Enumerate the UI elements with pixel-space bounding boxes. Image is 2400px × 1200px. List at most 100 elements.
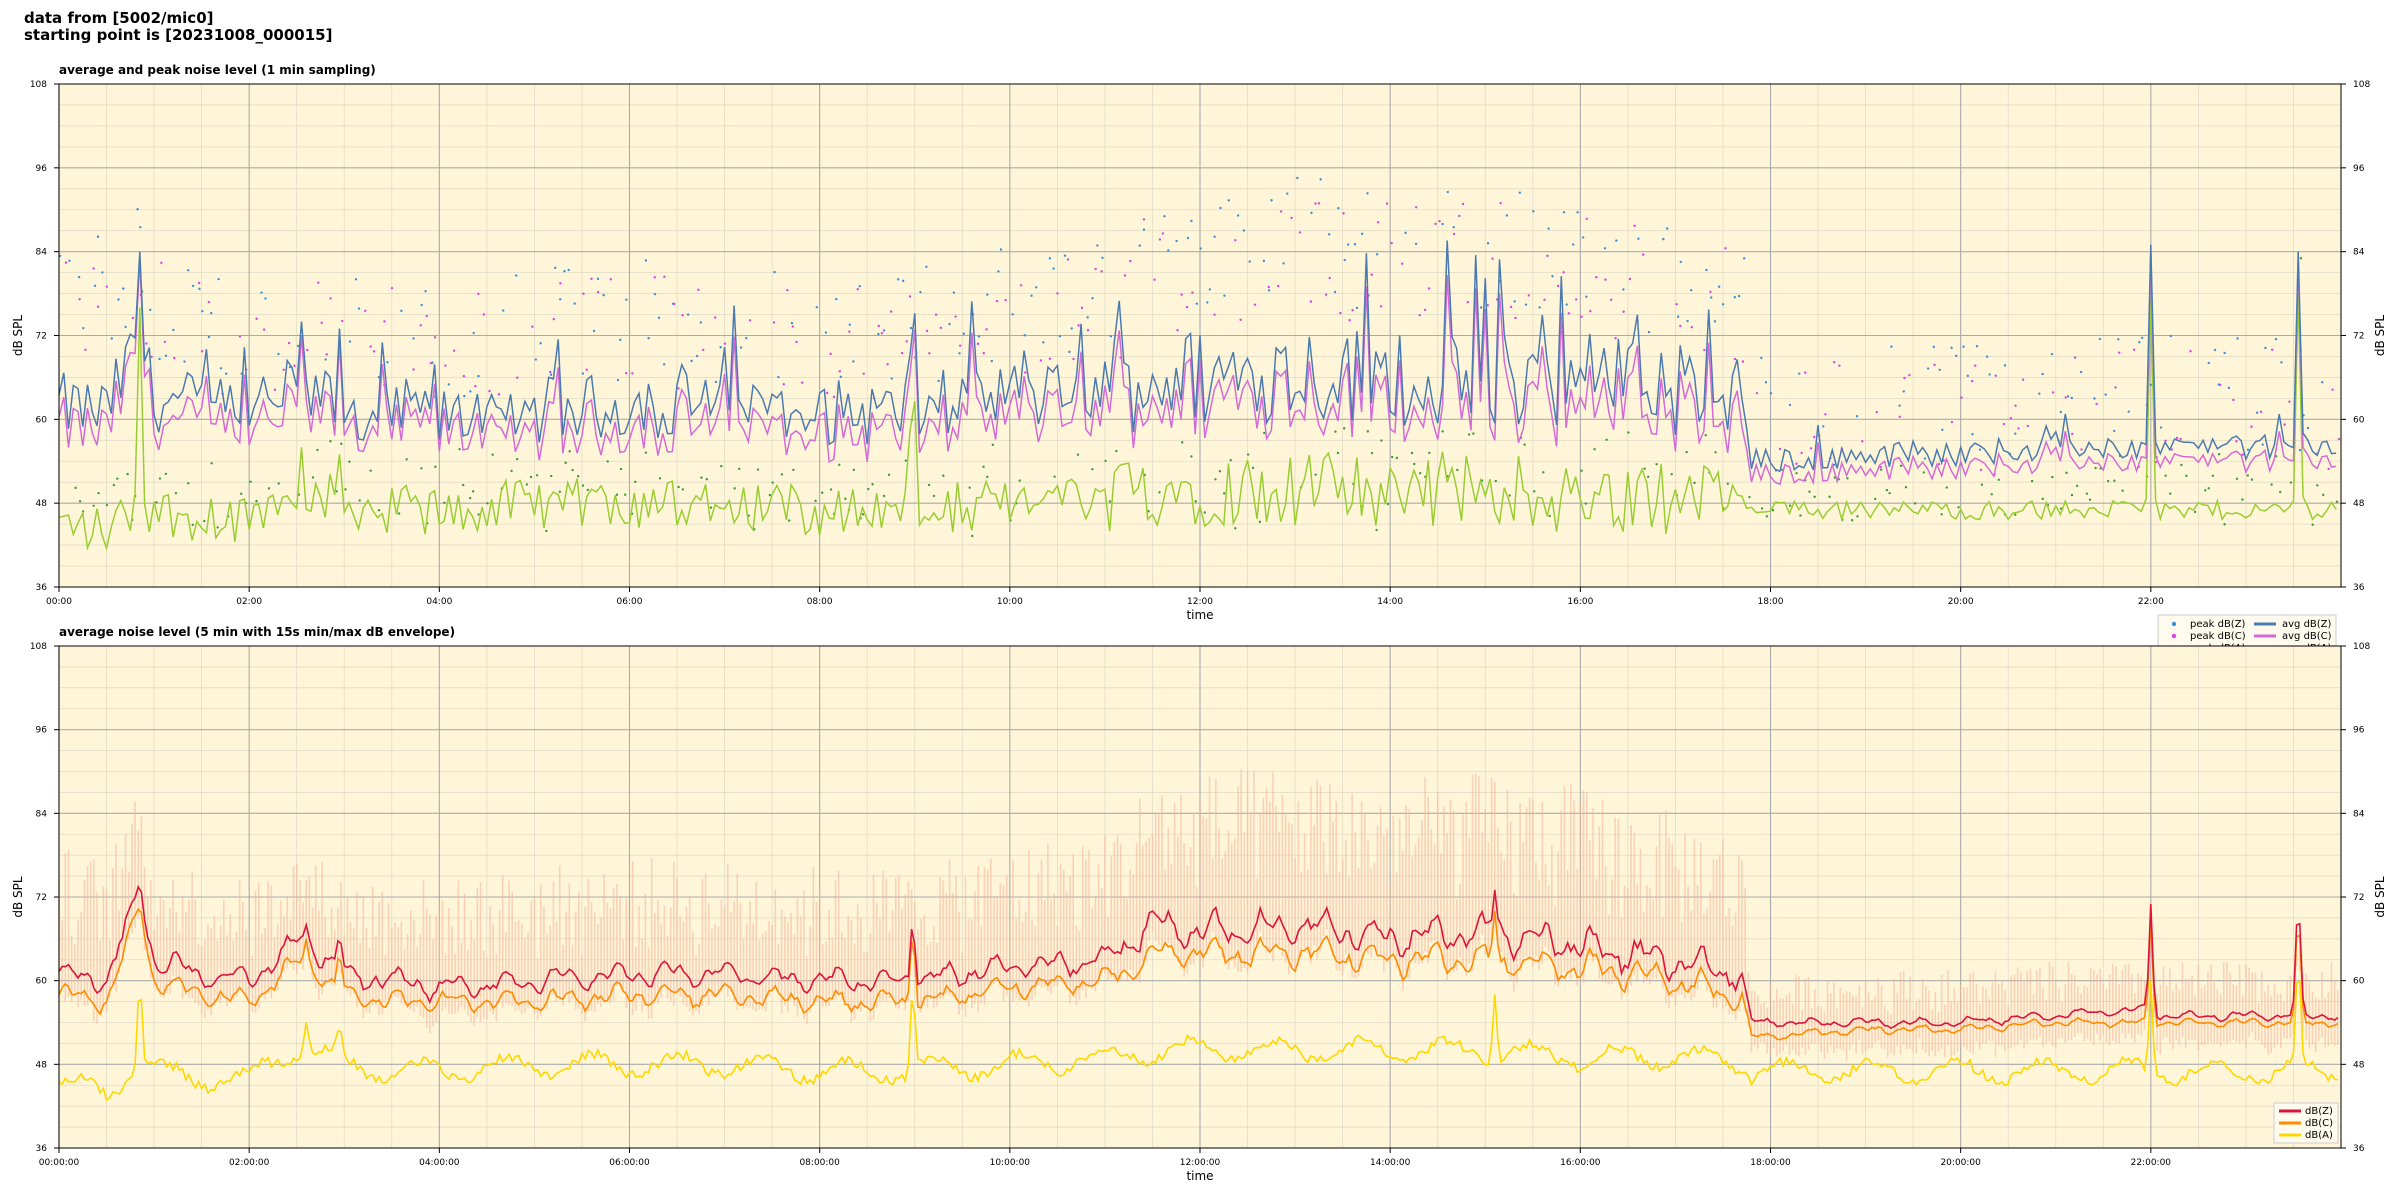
chart1-point-peak-c	[2283, 423, 2286, 426]
chart2-ytick-label: 48	[36, 1060, 48, 1070]
chart1-point-peak-c	[1048, 357, 1052, 360]
chart1-point-peak-c	[372, 350, 376, 353]
chart1-point-peak-z	[686, 313, 690, 316]
chart1-point-peak-z	[2093, 397, 2096, 400]
chart1-point-peak-c	[1622, 310, 1625, 313]
chart1-point-peak-a	[2316, 484, 2319, 487]
chart1-point-peak-z	[909, 326, 913, 330]
chart1-point-peak-a	[1997, 478, 2000, 482]
chart1-point-peak-z	[1042, 341, 1045, 344]
chart1-point-peak-a	[78, 499, 82, 503]
chart1-point-peak-c	[832, 395, 836, 399]
chart1-point-peak-z	[839, 375, 843, 379]
chart1-point-peak-z	[2255, 411, 2259, 414]
chart1-point-peak-c	[1491, 257, 1494, 260]
chart1-point-peak-z	[1208, 288, 1212, 291]
chart1-point-peak-a	[1076, 453, 1080, 456]
chart1-point-peak-z	[848, 323, 851, 326]
chart1-point-peak-a	[1584, 502, 1588, 505]
chart1-point-peak-c	[1610, 298, 1613, 301]
chart1-point-peak-a	[1726, 482, 1730, 485]
chart1-point-peak-c	[838, 370, 841, 373]
chart1-xtick-label: 22:00	[2138, 597, 2164, 607]
chart1-point-peak-a	[705, 478, 708, 481]
chart1-point-peak-z	[858, 284, 861, 288]
chart1-point-peak-a	[105, 503, 109, 507]
chart1-point-peak-a	[529, 475, 533, 479]
chart1-ytick-label-right: 96	[2353, 164, 2365, 174]
chart2-xtick-label: 08:00:00	[799, 1158, 840, 1168]
chart1-point-peak-a	[1788, 504, 1792, 507]
chart1-point-peak-a	[2289, 481, 2293, 484]
chart1-point-peak-a	[991, 443, 995, 447]
chart1-point-peak-z	[1705, 268, 1708, 272]
chart1-point-peak-z	[2117, 338, 2120, 341]
chart1-point-peak-z	[1167, 249, 1170, 252]
chart1-point-peak-z	[296, 344, 300, 348]
chart1-point-peak-z	[559, 298, 562, 301]
chart1-point-peak-c	[1556, 284, 1560, 288]
chart1-point-peak-z	[217, 277, 220, 281]
chart1-point-peak-c	[1142, 218, 1146, 221]
chart2-xtick-label: 04:00:00	[419, 1158, 460, 1168]
chart1-point-peak-c	[1824, 413, 1827, 416]
chart1-point-peak-c	[939, 326, 943, 330]
chart1-point-peak-z	[1142, 228, 1146, 231]
chart1-point-peak-z	[386, 361, 389, 364]
chart1-point-peak-a	[1828, 495, 1831, 498]
chart1-point-peak-c	[1690, 326, 1693, 329]
chart1-point-peak-c	[497, 393, 501, 396]
chart1-point-peak-c	[282, 368, 285, 372]
chart1-point-peak-c	[325, 353, 328, 356]
chart1-point-peak-z	[1855, 415, 1859, 418]
chart1-point-peak-c	[631, 372, 634, 375]
chart1-point-peak-c	[92, 267, 95, 270]
chart1-point-peak-c	[1755, 391, 1759, 395]
chart1-ytick-label: 72	[36, 332, 47, 342]
chart1-point-peak-z	[2014, 432, 2017, 435]
chart1-point-peak-a	[2311, 523, 2314, 526]
chart1-point-peak-c	[287, 341, 291, 345]
chart1-point-peak-a	[771, 481, 774, 484]
chart1-point-peak-a	[1627, 431, 1630, 434]
chart1-point-peak-c	[198, 281, 201, 285]
chart1-point-peak-a	[1548, 514, 1551, 518]
chart1-point-peak-z	[2159, 426, 2163, 429]
chart1-point-peak-a	[344, 488, 347, 491]
chart1-point-peak-a	[1180, 441, 1184, 444]
chart1-point-peak-z	[657, 316, 661, 320]
chart2-legend-label: dB(C)	[2305, 1118, 2333, 1129]
chart1-point-peak-z	[2264, 346, 2267, 350]
chart1-point-peak-c	[238, 335, 242, 338]
chart1-point-peak-a	[1593, 448, 1596, 451]
chart1-point-peak-z	[96, 235, 100, 238]
chart1-point-peak-a	[1314, 473, 1317, 476]
chart1-point-peak-z	[1585, 295, 1588, 298]
chart1-point-peak-c	[364, 309, 367, 313]
chart1-point-peak-c	[2095, 402, 2098, 406]
chart1-point-peak-z	[224, 372, 228, 375]
chart1-line-avg-z	[58, 240, 2337, 473]
chart1-point-peak-c	[2331, 388, 2334, 391]
chart2-xtick-label: 10:00:00	[990, 1158, 1031, 1168]
chart1-point-peak-z	[2280, 361, 2283, 364]
chart1-point-peak-z	[719, 346, 722, 349]
chart1-point-peak-a	[2185, 474, 2188, 478]
chart1-point-peak-a	[982, 465, 985, 469]
chart1-legend-label: peak dB(Z)	[2190, 619, 2246, 630]
chart1-point-peak-a	[1104, 459, 1107, 463]
chart1-point-peak-a	[1380, 439, 1383, 442]
chart1-point-peak-c	[1351, 309, 1354, 312]
chart1-point-peak-a	[491, 453, 494, 456]
chart1-point-peak-c	[1461, 202, 1465, 206]
chart1-point-peak-c	[2051, 391, 2055, 394]
chart1-point-peak-c	[1795, 462, 1798, 465]
page-header: data from [5002/mic0] starting point is …	[24, 10, 332, 44]
chart1-point-peak-z	[1446, 190, 1450, 194]
chart1-point-peak-a	[558, 490, 562, 494]
chart1-point-peak-z	[1717, 285, 1721, 288]
chart1-point-peak-z	[1360, 232, 1364, 236]
chart1-point-peak-a	[1413, 462, 1416, 466]
chart2-title: average noise level (5 min with 15s min/…	[59, 625, 456, 639]
chart1-point-peak-z	[852, 360, 855, 363]
